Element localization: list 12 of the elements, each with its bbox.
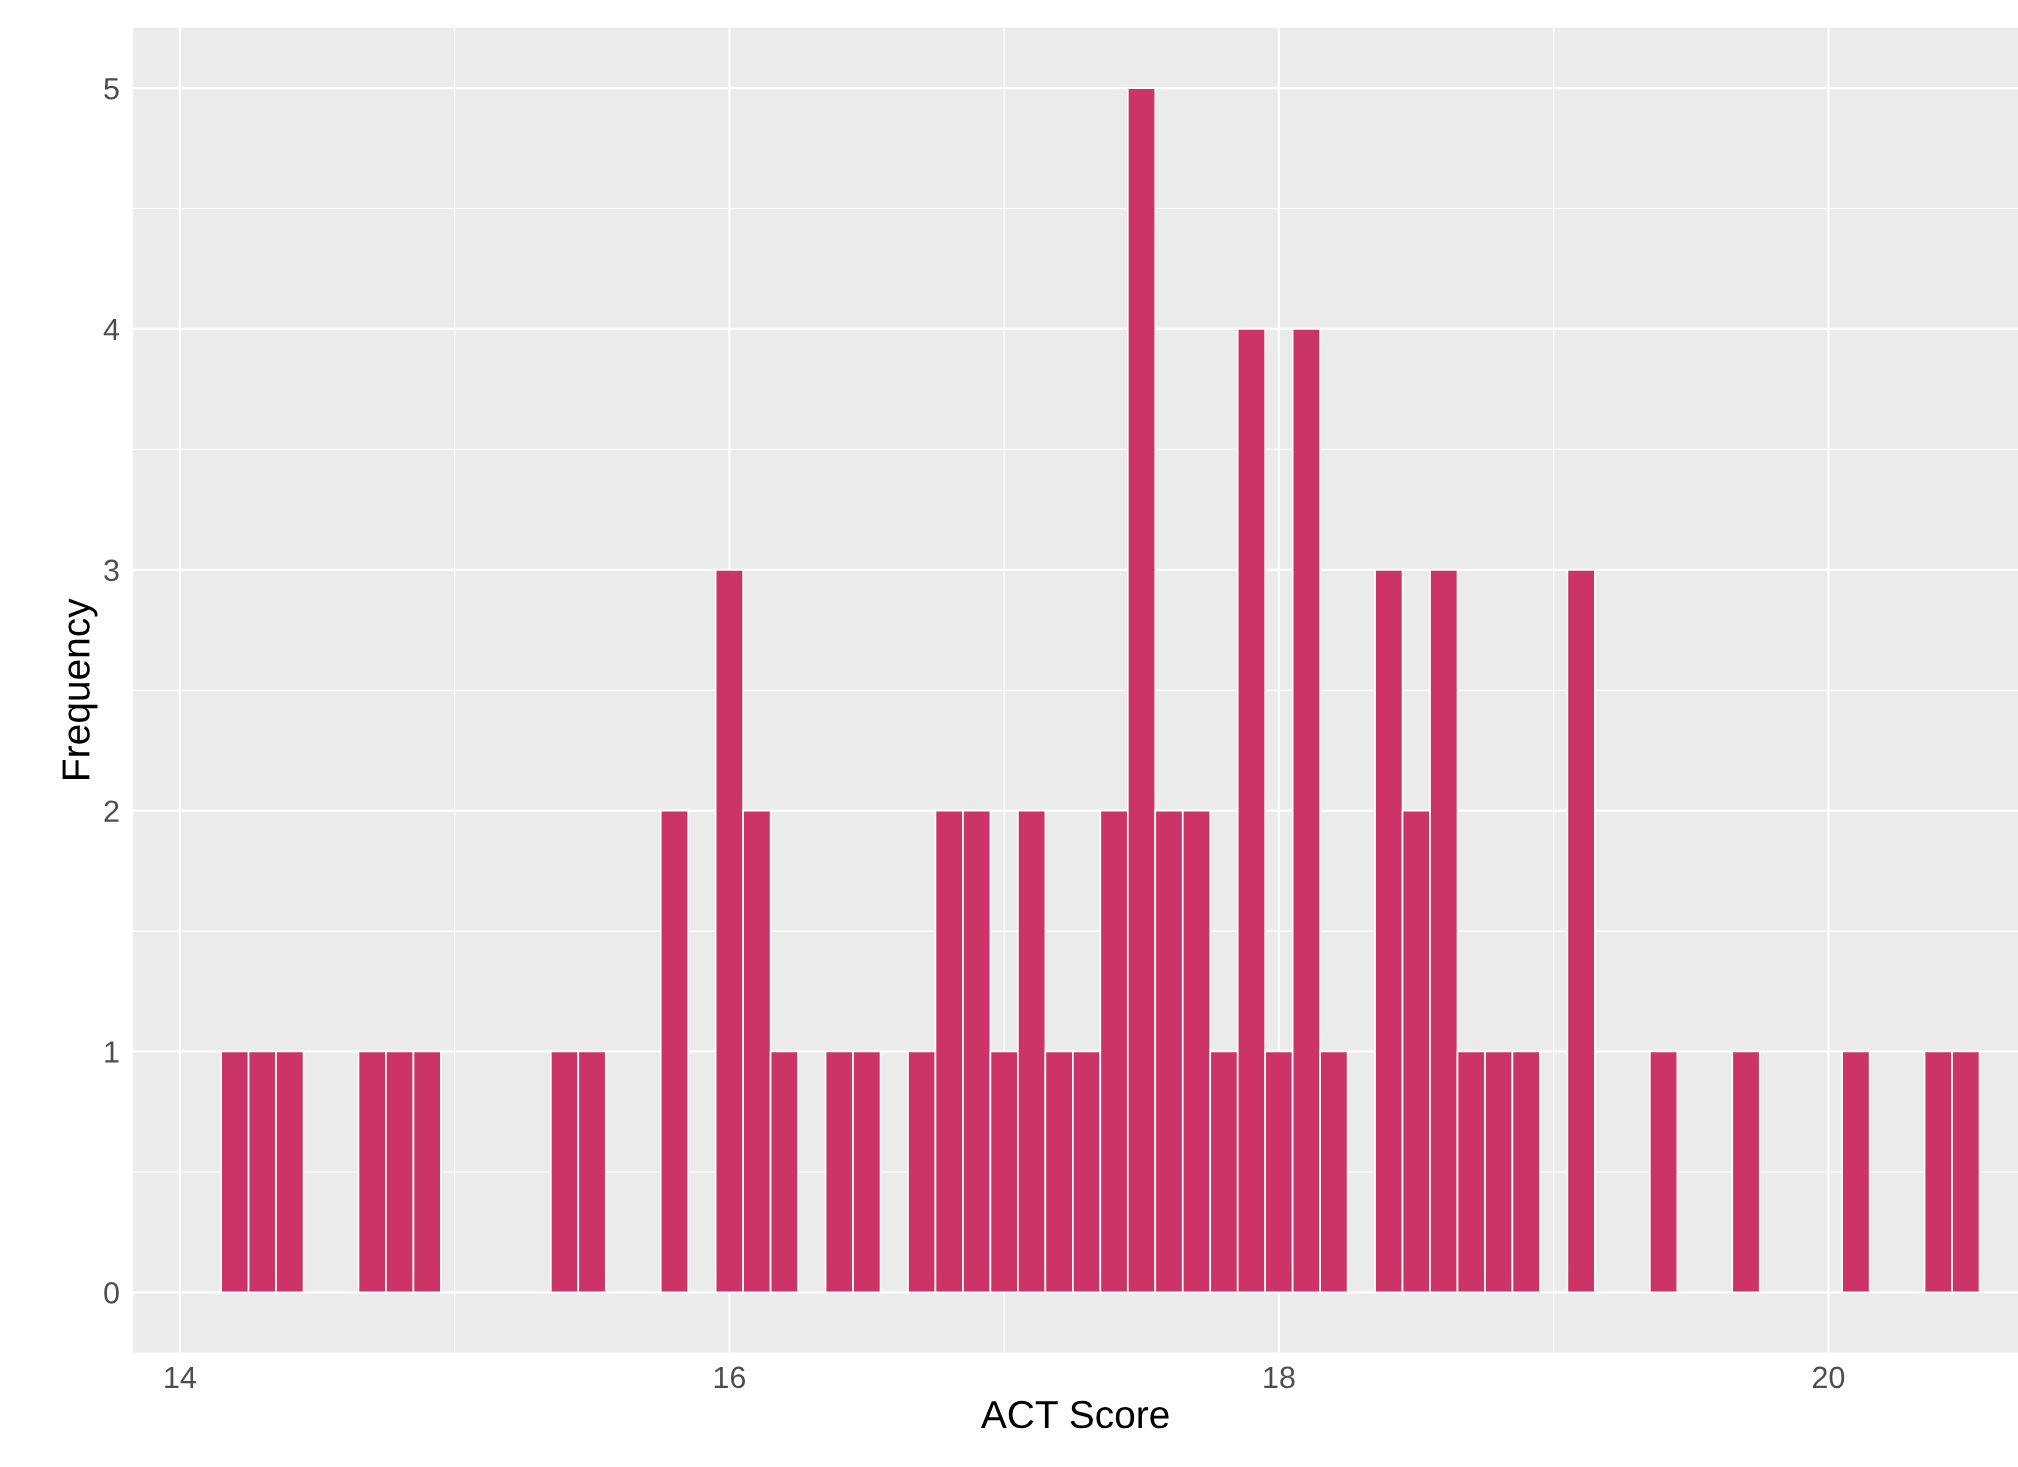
x-tick-label: 18: [1264, 1366, 1295, 1389]
x-axis-title: ACT Score: [980, 1400, 1169, 1429]
x-tick-label: 16: [714, 1366, 746, 1389]
y-tick-label: 4: [103, 318, 120, 341]
y-tick-label: 0: [104, 1282, 119, 1304]
y-tick-label: 1: [105, 1041, 119, 1063]
y-tick-label: 2: [104, 800, 119, 822]
x-tick-label: 20: [1812, 1366, 1845, 1389]
y-tick-label: 3: [104, 559, 119, 582]
y-axis-title: Frequency: [62, 598, 98, 779]
y-tick-label: 5: [104, 78, 119, 100]
x-tick-label: 14: [165, 1366, 196, 1388]
